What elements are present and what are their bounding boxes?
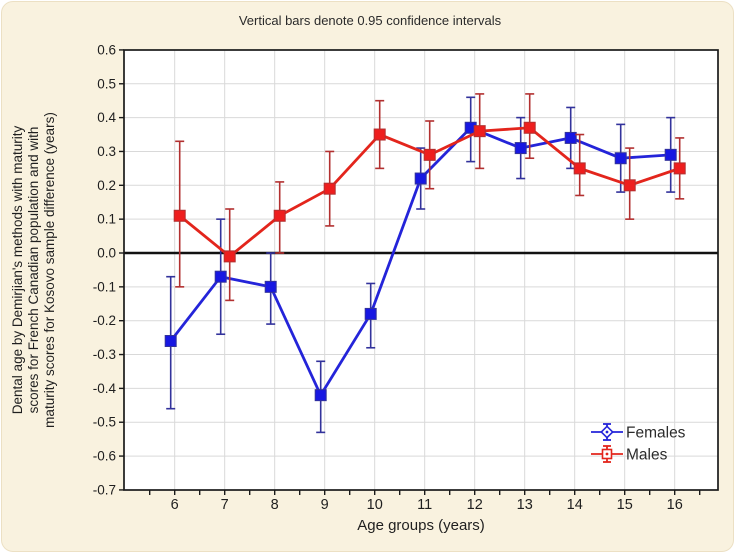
- data-point-marker: [664, 148, 677, 161]
- data-point-marker: [164, 335, 177, 347]
- x-tick-label: 10: [367, 497, 383, 513]
- data-point-marker: [173, 209, 186, 222]
- x-tick-label: 9: [321, 497, 329, 513]
- y-tick-label: 0.2: [97, 178, 116, 193]
- females-series: [164, 96, 677, 434]
- y-tick-label: -0.7: [93, 482, 116, 497]
- data-point-marker: [214, 270, 227, 283]
- plot-frame: [123, 49, 719, 491]
- data-point-marker: [223, 250, 236, 263]
- plot-area: [124, 50, 718, 490]
- axis-ticks: [119, 49, 701, 495]
- y-tick-label: -0.3: [93, 347, 116, 362]
- data-point-marker: [414, 172, 427, 185]
- x-tick-label: 15: [617, 497, 633, 513]
- data-point-marker: [523, 121, 536, 134]
- x-tick-label: 8: [271, 497, 279, 513]
- data-point-marker: [514, 142, 527, 155]
- males-series: [173, 93, 686, 302]
- data-point-marker: [623, 179, 636, 192]
- y-tick-label: -0.5: [93, 415, 116, 430]
- y-tick-label: 0.0: [97, 246, 116, 261]
- x-tick-label: 12: [467, 497, 483, 513]
- y-axis-title-line: maturity scores for Kosovo sample differ…: [42, 112, 57, 428]
- data-point-marker: [673, 162, 686, 175]
- y-tick-label: 0.5: [97, 76, 116, 91]
- tick-labels: -0.7 -0.6 -0.5 -0.4 -0.3 -0.2 -0.1 0.0 0.1 0.2 0.3…: [93, 42, 683, 513]
- data-point-marker: [423, 148, 436, 161]
- y-axis-title: Dental age by Demirjian's methods with m…: [10, 112, 57, 428]
- data-point-marker: [273, 209, 286, 222]
- data-point-marker: [564, 131, 577, 144]
- data-point-marker: [614, 152, 627, 165]
- y-tick-label: 0.1: [97, 212, 116, 227]
- legend-item-males: Males: [591, 445, 668, 464]
- data-point-marker: [264, 280, 277, 293]
- y-axis-title-line: Dental age by Demirjian's methods with m…: [10, 126, 25, 415]
- y-tick-label: -0.4: [93, 381, 117, 396]
- x-tick-label: 6: [171, 497, 179, 513]
- legend-label: Females: [626, 425, 686, 442]
- x-tick-label: 11: [417, 497, 432, 513]
- data-point-marker: [364, 307, 377, 320]
- data-point-marker: [373, 128, 386, 141]
- y-tick-label: 0.3: [97, 144, 116, 159]
- data-point-marker: [573, 162, 586, 175]
- x-tick-label: 14: [567, 497, 583, 513]
- data-point-marker: [473, 125, 486, 138]
- x-axis-title: Age groups (years): [357, 517, 485, 534]
- x-tick-label: 16: [667, 497, 683, 513]
- y-tick-label: -0.1: [93, 279, 116, 294]
- y-tick-label: -0.2: [93, 313, 116, 328]
- legend-item-females: Females: [591, 423, 686, 442]
- legend: Females Males: [591, 423, 686, 464]
- legend-label: Males: [626, 447, 668, 464]
- y-tick-label: 0.6: [97, 42, 116, 57]
- data-point-marker: [314, 389, 327, 402]
- chart-title: Vertical bars denote 0.95 confidence int…: [239, 13, 502, 28]
- y-tick-label: 0.4: [97, 110, 116, 125]
- y-tick-label: -0.6: [93, 449, 116, 464]
- x-tick-label: 13: [517, 497, 533, 513]
- y-axis-title-line: scores for French Canadian population an…: [26, 127, 41, 414]
- data-point-marker: [323, 182, 336, 195]
- x-tick-label: 7: [221, 497, 229, 513]
